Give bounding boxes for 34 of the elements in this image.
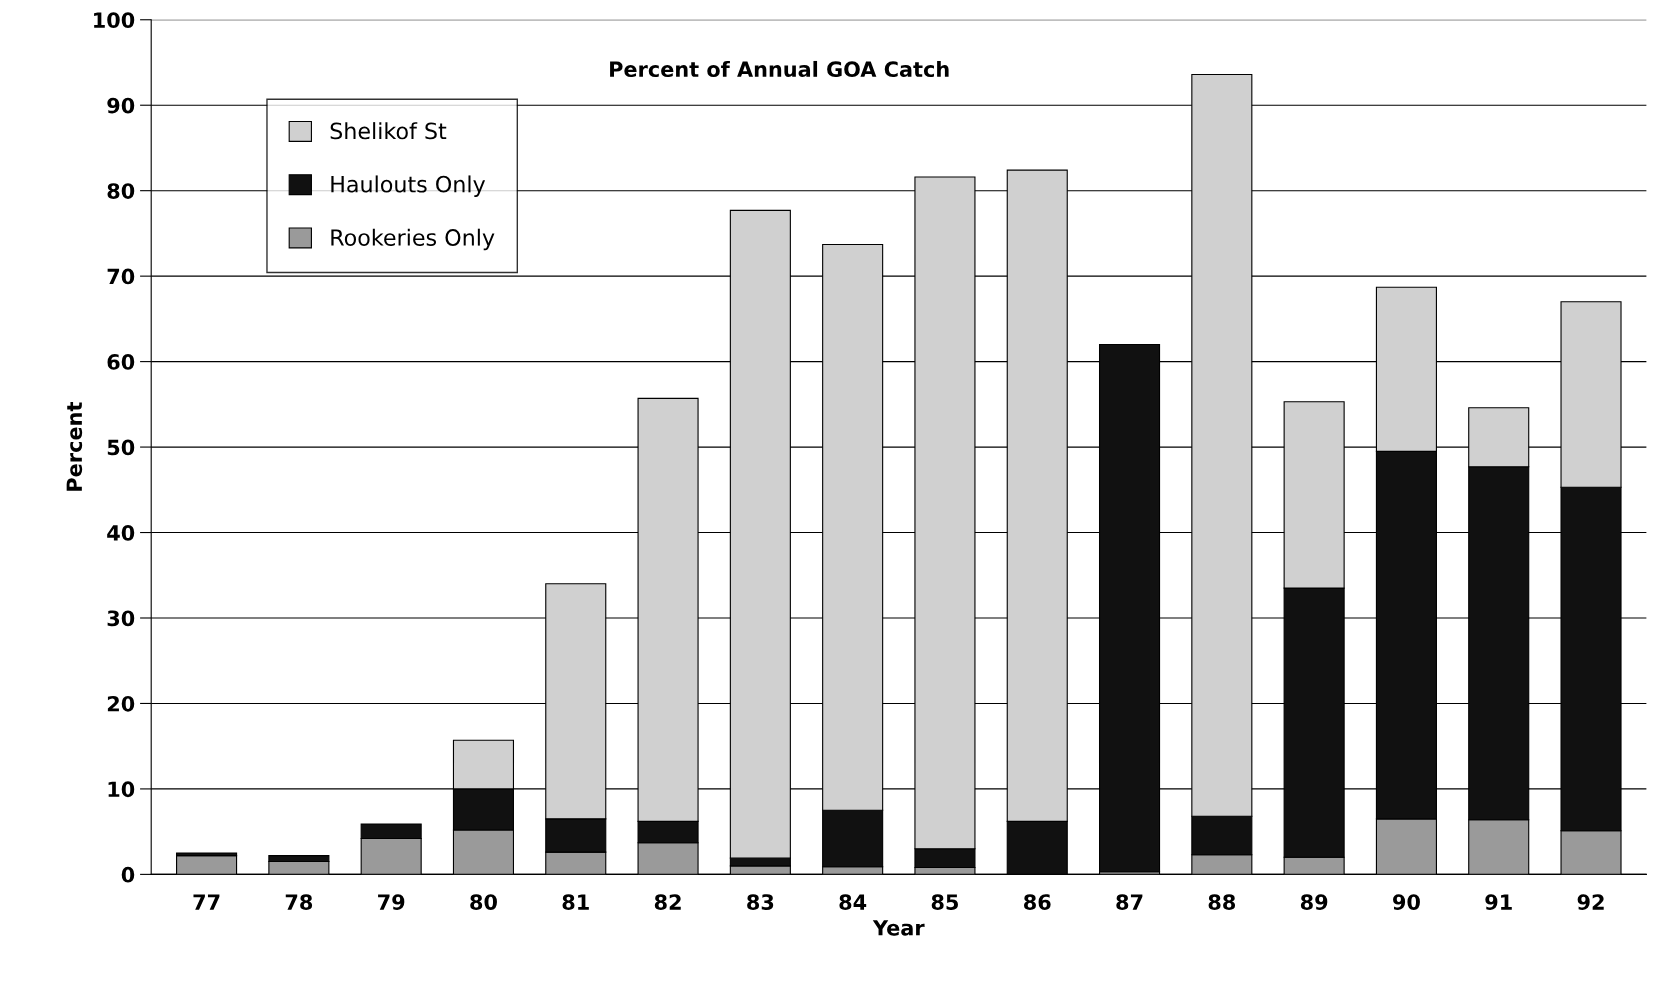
x-tick-label: 78 [285,894,313,910]
x-tick-label: 92 [1577,894,1604,910]
y-tick-label: 10 [108,781,135,798]
y-tick-label: 60 [107,354,135,370]
x-tick-label: 88 [1208,894,1236,910]
bar [176,855,238,875]
y-tick-label: 20 [107,695,135,712]
y-tick-label: 90 [107,97,135,114]
y-tick-label: 80 [107,183,135,199]
x-tick-label: 81 [562,894,589,910]
x-axis-title: Year [872,920,925,936]
x-tick-label: 82 [654,894,681,910]
x-tick-label: 91 [1485,894,1512,910]
x-tick-label: 87 [1116,894,1143,910]
y-tick-label: 0 [121,866,135,883]
y-axis-title: Percent [66,402,83,491]
legend-label: Rookeries Only [331,228,495,251]
y-tick-label: 50 [107,439,135,456]
x-tick-label: 83 [747,894,774,910]
x-tick-label: 77 [193,894,220,910]
x-tick-label: 80 [470,894,497,910]
y-tick-label: 30 [107,610,135,627]
x-tick-label: 89 [1300,894,1328,910]
y-tick-label: 70 [107,268,135,285]
x-tick-label: 90 [1393,894,1420,910]
x-tick-label: 84 [839,894,867,910]
x-tick-label: 85 [931,894,958,910]
y-tick-label: 100 [94,12,135,28]
legend-label: Shelikof St [330,122,447,140]
legend-label: Haulouts Only [331,175,486,197]
x-tick-label: 79 [378,894,405,910]
x-tick-label: 86 [1024,894,1051,910]
y-tick-label: 40 [107,524,135,541]
text: Percent of Annual GOA Catch [610,60,949,78]
